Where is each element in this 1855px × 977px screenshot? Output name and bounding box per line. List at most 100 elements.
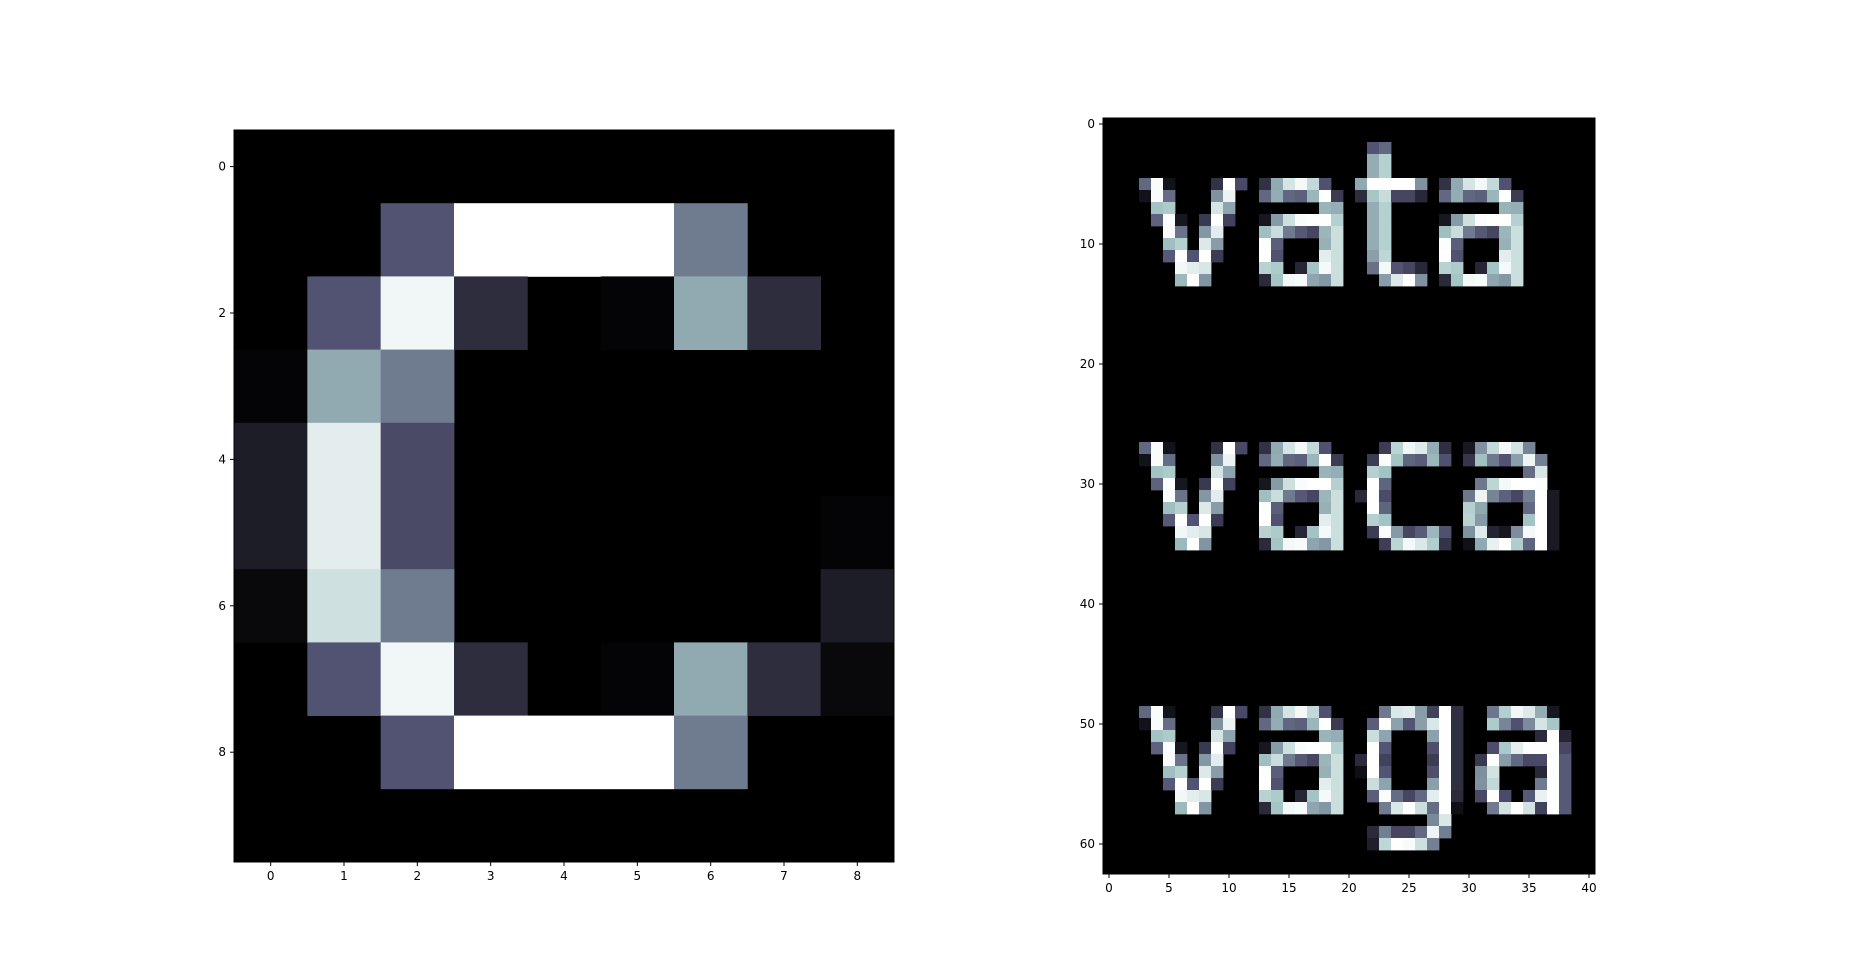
right-pixel-cell (1379, 490, 1392, 503)
right-pixel-cell (1463, 274, 1476, 287)
right-pixel-cell (1307, 742, 1320, 755)
right-pixel-cell (1367, 790, 1380, 803)
right-pixel-cell (1403, 838, 1416, 851)
right-pixel-cell (1547, 766, 1560, 779)
right-pixel-cell (1367, 730, 1380, 743)
right-pixel-cell (1307, 526, 1320, 539)
right-x-tick-label: 40 (1581, 881, 1596, 895)
right-pixel-cell (1535, 790, 1548, 803)
right-pixel-cell (1367, 178, 1380, 191)
right-pixel-cell (1439, 442, 1452, 455)
right-pixel-cell (1523, 442, 1536, 455)
right-pixel-cell (1451, 262, 1464, 275)
right-pixel-cell (1307, 802, 1320, 815)
right-pixel-cell (1295, 262, 1308, 275)
right-pixel-cell (1427, 442, 1440, 455)
right-pixel-cell (1163, 202, 1176, 215)
right-pixel-cell (1391, 802, 1404, 815)
right-pixel-cell (1367, 166, 1380, 179)
right-pixel-cell (1259, 250, 1272, 263)
right-pixel-cell (1355, 190, 1368, 203)
right-pixel-cell (1379, 838, 1392, 851)
right-pixel-cell (1367, 718, 1380, 731)
right-pixel-cell (1187, 250, 1200, 263)
right-pixel-cell (1175, 538, 1188, 551)
right-pixel-cell (1439, 754, 1452, 767)
right-pixel-cell (1211, 754, 1224, 767)
right-pixel-cell (1511, 274, 1524, 287)
right-pixel-cell (1559, 790, 1572, 803)
right-pixel-cell (1271, 274, 1284, 287)
left-pixel-cell (380, 569, 455, 643)
right-pixel-cell (1283, 742, 1296, 755)
right-pixel-cell (1535, 502, 1548, 515)
right-pixel-cell (1199, 238, 1212, 251)
right-pixel-cell (1367, 766, 1380, 779)
right-pixel-cell (1151, 214, 1164, 227)
right-x-tick-label: 15 (1281, 881, 1296, 895)
right-pixel-cell (1379, 250, 1392, 263)
right-pixel-cell (1391, 454, 1404, 467)
right-pixel-cell (1319, 514, 1332, 527)
right-pixel-cell (1199, 502, 1212, 515)
right-pixel-cell (1427, 838, 1440, 851)
right-pixel-cell (1403, 718, 1416, 731)
right-pixel-cell (1319, 214, 1332, 227)
right-pixel-cell (1319, 490, 1332, 503)
right-pixel-cell (1175, 214, 1188, 227)
right-pixel-cell (1451, 730, 1464, 743)
right-pixel-cell (1427, 814, 1440, 827)
right-pixel-cell (1331, 454, 1344, 467)
right-pixel-cell (1487, 490, 1500, 503)
right-pixel-cell (1547, 802, 1560, 815)
right-pixel-cell (1283, 190, 1296, 203)
right-pixel-cell (1331, 250, 1344, 263)
right-pixel-cell (1175, 250, 1188, 263)
right-pixel-cell (1283, 802, 1296, 815)
right-pixel-cell (1403, 190, 1416, 203)
right-pixel-cell (1307, 706, 1320, 719)
right-pixel-cell (1295, 706, 1308, 719)
right-pixel-cell (1223, 742, 1236, 755)
right-pixel-cell (1439, 526, 1452, 539)
right-pixel-cell (1499, 250, 1512, 263)
right-pixel-cell (1307, 214, 1320, 227)
right-pixel-cell (1475, 490, 1488, 503)
right-pixel-cell (1427, 730, 1440, 743)
right-pixel-cell (1391, 718, 1404, 731)
right-pixel-cell (1367, 262, 1380, 275)
right-pixel-cell (1283, 718, 1296, 731)
right-pixel-cell (1415, 262, 1428, 275)
right-pixel-cell (1523, 754, 1536, 767)
right-pixel-cell (1475, 214, 1488, 227)
right-pixel-cell (1259, 526, 1272, 539)
right-pixel-cell (1451, 790, 1464, 803)
left-pixel-cell (307, 422, 382, 497)
right-pixel-cell (1307, 490, 1320, 503)
right-pixel-cell (1511, 742, 1524, 755)
right-pixel-cell (1139, 442, 1152, 455)
right-pixel-cell (1475, 190, 1488, 203)
right-pixel-cell (1223, 202, 1236, 215)
right-pixel-cell (1379, 742, 1392, 755)
right-pixel-cell (1295, 478, 1308, 491)
right-pixel-cell (1403, 790, 1416, 803)
right-pixel-cell (1499, 274, 1512, 287)
right-pixel-cell (1559, 802, 1572, 815)
right-x-tick-label: 5 (1165, 881, 1173, 895)
left-pixel-cell (600, 276, 675, 350)
right-pixel-cell (1331, 742, 1344, 755)
right-pixel-cell (1379, 766, 1392, 779)
right-pixel-cell (1331, 538, 1344, 551)
right-pixel-cell (1535, 742, 1548, 755)
right-pixel-cell (1487, 790, 1500, 803)
right-pixel-cell (1439, 778, 1452, 791)
left-pixel-cell (380, 276, 455, 350)
right-pixel-cell (1211, 454, 1224, 467)
left-pixel-cell (380, 349, 455, 424)
right-pixel-cell (1547, 706, 1560, 719)
right-pixel-cell (1295, 442, 1308, 455)
right-pixel-cell (1259, 538, 1272, 551)
right-pixel-cell (1535, 514, 1548, 527)
right-pixel-cell (1535, 778, 1548, 791)
